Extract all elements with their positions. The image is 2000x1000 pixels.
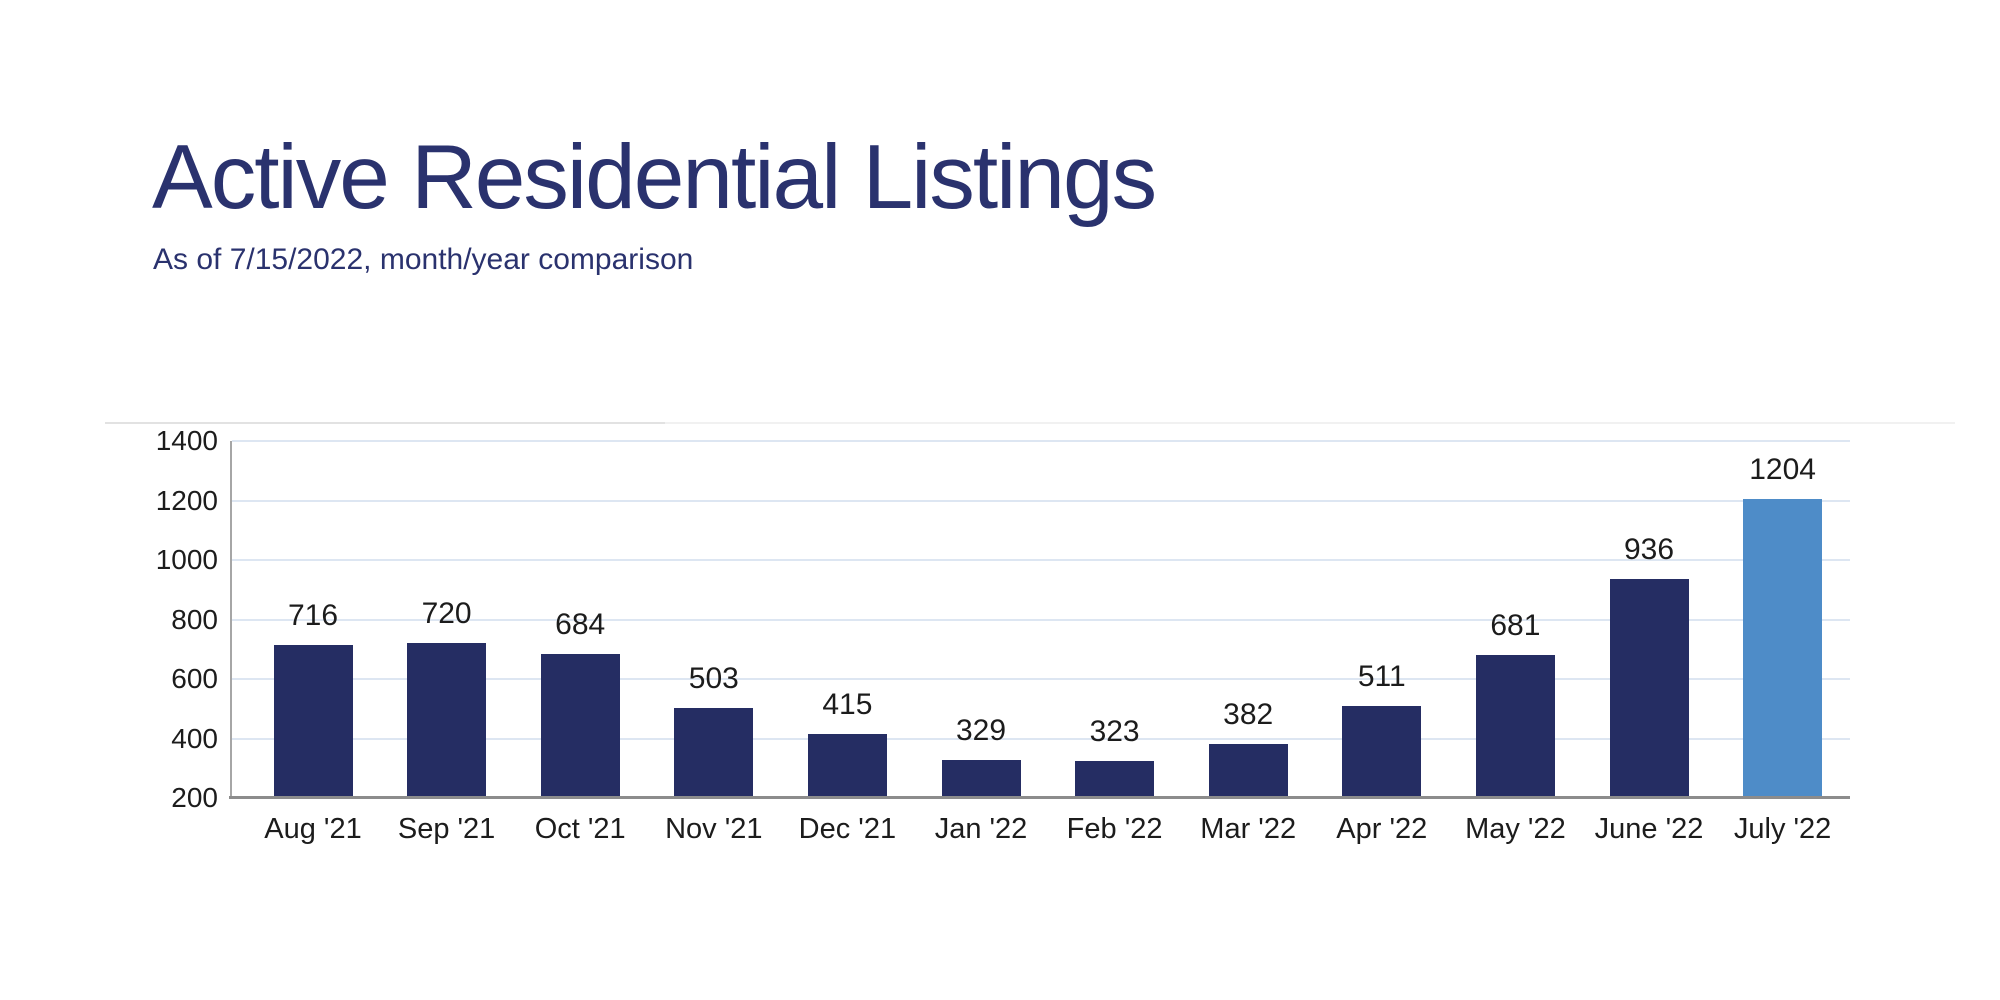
bar-oct-21: [540, 654, 620, 796]
bar-value-label-dec-21: 415: [822, 688, 873, 721]
bar-value-label-apr-22: 511: [1357, 659, 1406, 693]
bar-sep-21: [407, 643, 487, 796]
x-axis-category-label-aug-21: Aug '21: [264, 813, 362, 845]
x-axis-category-label-sep-21: Sep '21: [397, 813, 496, 845]
bar-dec-21: [807, 734, 887, 796]
gridline-600: [232, 678, 1850, 680]
bar-jan-22: [941, 759, 1021, 796]
bar-value-label-jan-22: 329: [955, 713, 1007, 747]
bar-june-22: [1609, 579, 1689, 796]
x-axis-category-label-oct-21: Oct '21: [534, 813, 626, 845]
y-axis-line: [230, 441, 232, 798]
x-axis-category-label-apr-22: Apr '22: [1336, 813, 1428, 845]
bar-july-22: [1743, 499, 1823, 796]
y-axis-tick-label-600: 600: [171, 663, 218, 694]
bar-value-label-july-22: 1204: [1749, 453, 1816, 487]
y-axis-tick-label-400: 400: [171, 722, 218, 754]
y-axis-tick-label-1400: 1400: [155, 425, 218, 456]
x-axis-category-label-mar-22: Mar '22: [1200, 813, 1297, 845]
bar-value-label-june-22: 936: [1623, 533, 1675, 566]
bar-value-label-oct-21: 684: [555, 608, 606, 641]
bar-nov-21: [674, 707, 754, 796]
x-axis-category-label-may-22: May '22: [1465, 813, 1566, 845]
x-axis-category-label-jan-22: Jan '22: [934, 813, 1028, 845]
bar-apr-22: [1342, 705, 1422, 796]
x-axis-line: [229, 796, 1850, 799]
bar-may-22: [1475, 654, 1555, 796]
bar-aug-21: [273, 644, 353, 796]
bar-mar-22: [1208, 743, 1288, 796]
x-axis-category-label-nov-21: Nov '21: [665, 813, 763, 845]
gridline-1400: [232, 440, 1850, 442]
x-axis-category-label-feb-22: Feb '22: [1066, 813, 1163, 845]
bar-value-label-sep-21: 720: [421, 597, 472, 631]
bar-value-label-feb-22: 323: [1089, 715, 1140, 749]
gridline-1200: [232, 499, 1850, 502]
divider-line: [105, 422, 665, 424]
gridline-400: [232, 737, 1850, 740]
x-axis-category-label-july-22: July '22: [1733, 813, 1832, 845]
bar-value-label-mar-22: 382: [1223, 697, 1274, 731]
bar-feb-22: [1075, 761, 1155, 796]
bar-value-label-aug-21: 716: [287, 598, 339, 632]
bar-value-label-may-22: 681: [1490, 608, 1541, 642]
gridline-800: [232, 618, 1850, 621]
bar-value-label-nov-21: 503: [688, 661, 739, 695]
x-axis-category-label-dec-21: Dec '21: [798, 813, 897, 845]
chart-subtitle: As of 7/15/2022, month/year comparison: [153, 243, 694, 276]
divider-line-faint: [665, 422, 1955, 424]
y-axis-tick-label-1200: 1200: [155, 484, 218, 516]
chart-title: Active Residential Listings: [152, 127, 1157, 228]
x-axis-category-label-june-22: June '22: [1594, 813, 1704, 845]
y-axis-tick-label-800: 800: [171, 603, 218, 635]
y-axis-tick-label-1000: 1000: [155, 544, 218, 575]
gridline-1000: [232, 559, 1850, 561]
y-axis-tick-label-200: 200: [171, 782, 218, 813]
